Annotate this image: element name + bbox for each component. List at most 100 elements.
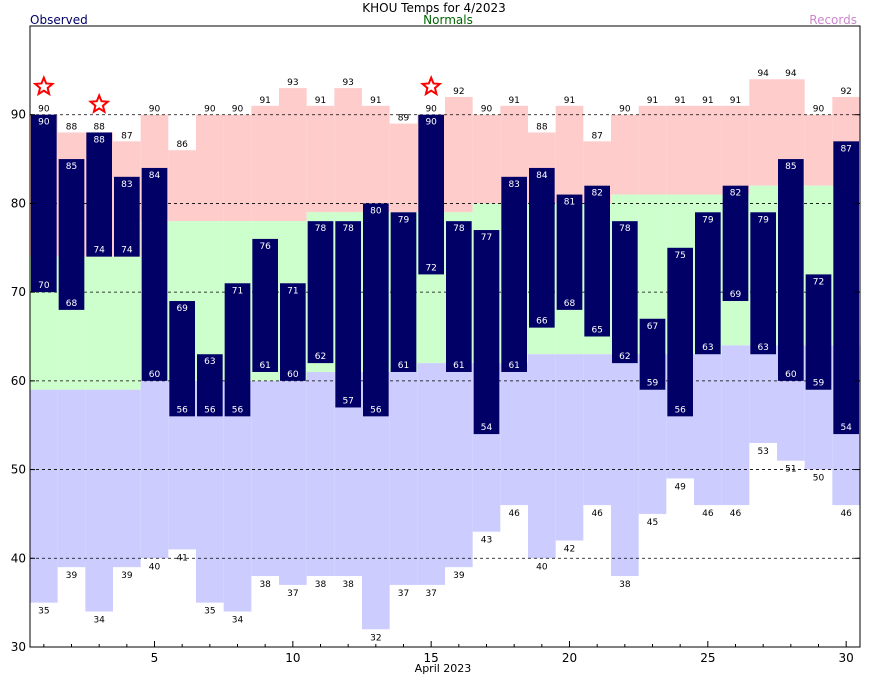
record-high-label-day-28: 94	[785, 69, 797, 79]
record-low-label-day-1: 35	[38, 607, 49, 617]
record-low-label-day-8: 34	[232, 616, 244, 626]
record-low-band-day-3	[85, 389, 113, 612]
observed-bar-day-27	[750, 212, 776, 355]
record-low-band-day-8	[223, 380, 252, 612]
observed-low-label-day-24: 56	[674, 405, 686, 415]
observed-high-label-day-18: 83	[508, 180, 519, 190]
observed-high-label-day-21: 82	[591, 189, 602, 199]
observed-high-label-day-27: 79	[757, 215, 769, 225]
record-high-label-day-12: 93	[342, 78, 353, 88]
record-high-label-day-3: 88	[93, 122, 105, 132]
observed-bar-day-13	[363, 203, 389, 417]
record-high-band-day-12	[334, 88, 362, 213]
record-high-label-day-24: 91	[674, 96, 685, 106]
observed-high-label-day-12: 78	[342, 224, 354, 234]
record-high-band-day-13	[362, 105, 390, 213]
record-high-label-day-30: 92	[840, 87, 851, 97]
observed-bar-day-8	[224, 283, 251, 417]
record-low-label-day-3: 34	[93, 616, 105, 626]
observed-high-label-day-28: 85	[785, 162, 796, 172]
record-high-label-day-2: 88	[66, 122, 78, 132]
observed-high-label-day-14: 79	[398, 215, 410, 225]
observed-low-label-day-12: 57	[342, 396, 353, 406]
observed-high-label-day-29: 72	[813, 277, 824, 287]
observed-high-label-day-3: 88	[93, 135, 105, 145]
observed-high-label-day-22: 78	[619, 224, 631, 234]
axes: 30 40 50 60 70 80 90 5 10 15 20 25 30	[11, 25, 861, 665]
record-high-band-day-6	[168, 150, 196, 222]
observed-low-label-day-29: 59	[813, 379, 825, 389]
observed-low-label-day-25: 63	[702, 343, 713, 353]
record-low-band-day-18	[500, 363, 528, 506]
record-low-label-day-5: 40	[149, 562, 161, 572]
observed-high-label-day-5: 84	[149, 171, 161, 181]
record-low-label-day-20: 42	[564, 545, 575, 555]
record-low-label-day-26: 46	[730, 509, 742, 519]
record-high-band-day-17	[472, 114, 501, 204]
record-high-band-day-26	[721, 105, 750, 195]
record-low-label-day-25: 46	[702, 509, 714, 519]
record-high-label-day-5: 90	[149, 105, 161, 115]
observed-high-label-day-6: 69	[176, 304, 188, 314]
y-tick-label-70: 70	[11, 285, 26, 299]
observed-bar-day-15	[418, 114, 444, 275]
x-tick-label-5: 5	[151, 651, 159, 665]
observed-low-label-day-5: 60	[149, 370, 161, 380]
record-high-band-day-23	[638, 105, 667, 195]
record-high-label-day-7: 90	[204, 105, 216, 115]
observed-low-label-day-18: 61	[508, 361, 519, 371]
record-high-label-day-18: 91	[508, 96, 519, 106]
y-tick-label-90: 90	[11, 108, 26, 122]
record-low-band-day-10	[279, 380, 307, 585]
observed-bar-day-4	[114, 176, 140, 257]
record-low-label-day-2: 39	[66, 571, 78, 581]
record-low-label-day-22: 38	[619, 580, 631, 590]
observed-high-label-day-10: 71	[287, 286, 298, 296]
record-high-band-day-22	[611, 114, 639, 195]
record-high-label-day-20: 91	[564, 96, 575, 106]
observed-bar-day-2	[58, 159, 85, 310]
observed-low-label-day-15: 72	[425, 263, 436, 273]
observed-bar-day-7	[197, 354, 223, 417]
record-low-band-day-15	[417, 363, 445, 585]
x-tick-label-25: 25	[700, 651, 715, 665]
observed-low-label-day-2: 68	[66, 299, 78, 309]
observed-bar-day-5	[141, 167, 168, 381]
observed-low-label-day-1: 70	[38, 281, 50, 291]
observed-low-label-day-9: 61	[259, 361, 270, 371]
normal-band-day-4	[113, 256, 141, 390]
y-tick-label-80: 80	[11, 196, 26, 210]
observed-low-label-day-3: 74	[93, 246, 105, 256]
record-low-label-day-14: 37	[398, 589, 409, 599]
record-low-band-day-20	[555, 354, 584, 541]
observed-low-label-day-30: 54	[840, 423, 852, 433]
record-low-label-day-21: 46	[591, 509, 603, 519]
record-low-band-day-21	[583, 354, 611, 506]
observed-high-label-day-16: 78	[453, 224, 465, 234]
chart-title: KHOU Temps for 4/2023	[362, 1, 506, 15]
record-high-label-day-10: 93	[287, 78, 298, 88]
observed-bar-day-17	[473, 230, 500, 435]
record-high-label-day-15: 90	[425, 105, 437, 115]
x-tick-label-15: 15	[424, 651, 439, 665]
record-low-band-day-19	[528, 354, 556, 559]
record-low-label-day-6: 41	[176, 553, 187, 563]
record-high-label-day-22: 90	[619, 105, 631, 115]
record-low-band-day-4	[113, 389, 141, 568]
record-low-band-day-22	[611, 354, 639, 577]
x-tick-label-10: 10	[285, 651, 300, 665]
observed-bar-day-22	[612, 221, 638, 364]
observed-low-label-day-27: 63	[757, 343, 768, 353]
observed-high-label-day-25: 79	[702, 215, 714, 225]
legend-normals: Normals	[423, 13, 473, 27]
observed-bar-day-23	[639, 318, 666, 390]
record-high-label-day-23: 91	[647, 96, 658, 106]
observed-high-label-day-30: 87	[840, 144, 851, 154]
observed-low-label-day-6: 56	[176, 405, 188, 415]
record-low-label-day-30: 46	[840, 509, 852, 519]
record-low-band-day-7	[196, 380, 224, 603]
record-high-band-day-10	[279, 88, 307, 222]
observed-high-label-day-23: 67	[647, 322, 658, 332]
observed-bar-day-6	[169, 301, 195, 417]
